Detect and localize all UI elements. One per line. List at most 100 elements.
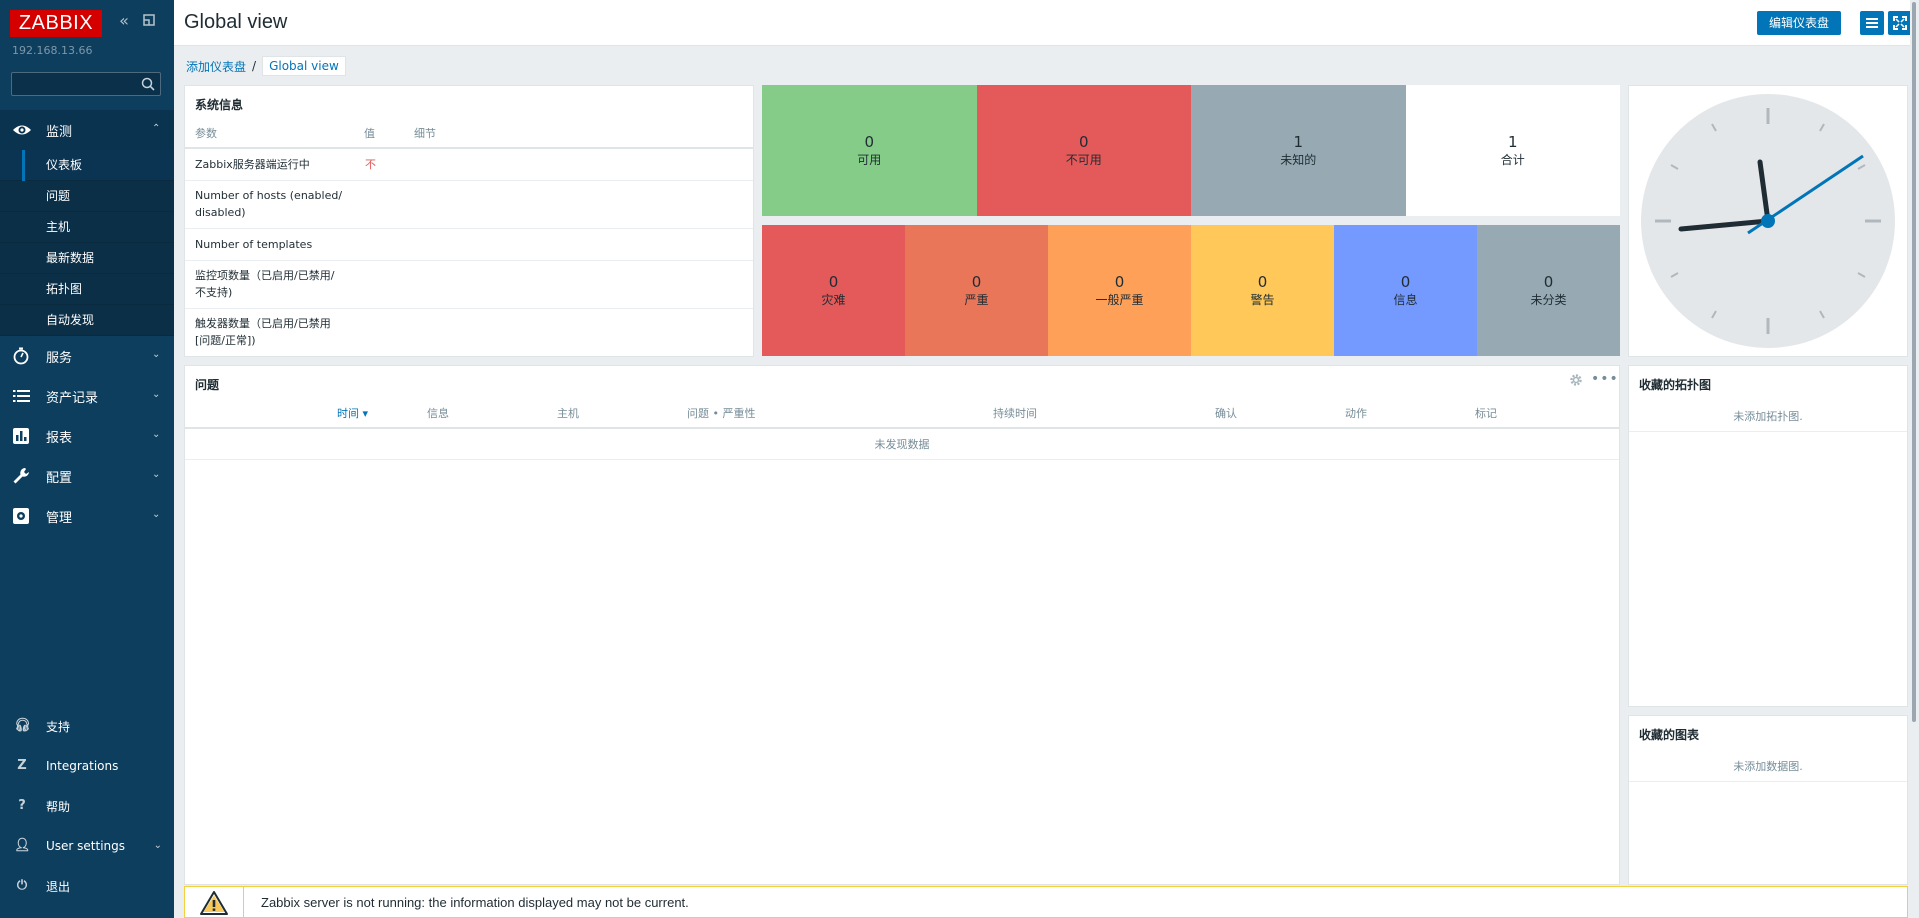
menu-support[interactable]: 🎧︎ 支持 [0, 706, 174, 746]
wrench-icon [13, 468, 29, 484]
submenu-maps[interactable]: 拓扑图 [0, 274, 174, 305]
menu-services[interactable]: 服务 ⌄ [0, 336, 174, 376]
table-row: 触发器数量（已启用/已禁用 [问题/正常]) [185, 309, 753, 357]
menu-label: 帮助 [46, 799, 71, 814]
param-cell: 监控项数量（已启用/已禁用/ 不支持) [195, 269, 335, 299]
warning-divider [243, 887, 244, 917]
hour-hand [1757, 159, 1771, 224]
column-header-problem-severity: 问题 • 严重性 [687, 407, 756, 420]
param-cell: 触发器数量（已启用/已禁用 [问题/正常]) [195, 317, 331, 347]
menu-reports[interactable]: 报表 ⌄ [0, 416, 174, 456]
no-maps-message: 未添加拓扑图. [1629, 402, 1907, 432]
column-header-actions: 动作 [1345, 407, 1367, 420]
column-header: 值 [364, 127, 375, 140]
user-icon: 👤︎ [14, 838, 31, 853]
severity-information[interactable]: 0 信息 [1334, 225, 1477, 356]
menu-integrations[interactable]: Z Integrations [0, 746, 174, 786]
breadcrumb-separator: / [252, 59, 257, 73]
monitoring-submenu: 仪表板 问题 主机 最新数据 拓扑图 自动发现 [0, 150, 174, 336]
widget-title: 收藏的图表 [1639, 728, 1700, 742]
main-menu: 监测 ⌃ 仪表板 问题 主机 最新数据 拓扑图 自动发现 服务 ⌄ 资产记录 ⌄… [0, 110, 174, 536]
page-title: Global view [184, 11, 288, 33]
label: 一般严重 [1095, 292, 1144, 307]
chevron-down-icon: ⌄ [152, 469, 161, 480]
severity-average[interactable]: 0 一般严重 [1048, 225, 1191, 356]
count: 0 [1078, 132, 1089, 151]
bottom-menu: 🎧︎ 支持 Z Integrations ? 帮助 👤︎ User settin… [0, 706, 174, 906]
clock-widget [1628, 85, 1908, 357]
label: 不可用 [1065, 152, 1102, 167]
no-data-message: 未发现数据 [185, 429, 1619, 460]
severity-warning[interactable]: 0 警告 [1191, 225, 1334, 356]
search-icon[interactable] [140, 76, 156, 92]
logo-row: ZABBIX « [0, 0, 174, 40]
power-icon: ⏻ [16, 878, 28, 893]
label: 未分类 [1530, 292, 1567, 307]
headset-icon: 🎧︎ [14, 718, 31, 733]
availability-total[interactable]: 1 合计 [1405, 85, 1620, 216]
availability-unavailable[interactable]: 0 不可用 [976, 85, 1191, 216]
chevron-down-icon: ⌄ [152, 429, 161, 440]
table-row: Number of hosts (enabled/ disabled) [185, 181, 753, 229]
severity-high[interactable]: 0 严重 [905, 225, 1048, 356]
problems-widget: 问题 ••• 时间 ▾ 信息 主机 问题 • 严重性 持续时间 确认 动作 标记… [184, 365, 1620, 885]
edit-dashboard-button[interactable]: 编辑仪表盘 [1757, 11, 1842, 35]
breadcrumb: 添加仪表盘 / Global view [186, 55, 346, 77]
label: 警告 [1250, 292, 1275, 307]
severity-not-classified[interactable]: 0 未分类 [1477, 225, 1620, 356]
submenu-hosts[interactable]: 主机 [0, 212, 174, 243]
server-ip: 192.168.13.66 [12, 44, 93, 57]
availability-available[interactable]: 0 可用 [762, 85, 977, 216]
page-scrollbar-thumb[interactable] [1912, 2, 1916, 722]
breadcrumb-parent[interactable]: 添加仪表盘 [186, 59, 247, 74]
label: 可用 [857, 152, 882, 167]
menu-administration[interactable]: 管理 ⌄ [0, 496, 174, 536]
label: 合计 [1500, 152, 1525, 167]
menu-monitoring[interactable]: 监测 ⌃ [0, 110, 174, 150]
favourite-graphs-widget: 收藏的图表 未添加数据图. [1628, 715, 1908, 885]
menu-label: 退出 [46, 879, 71, 894]
warning-message: Zabbix server is not running: the inform… [261, 895, 689, 910]
availability-unknown[interactable]: 1 未知的 [1191, 85, 1406, 216]
breadcrumb-current[interactable]: Global view [262, 56, 346, 76]
fullscreen-button[interactable] [1888, 11, 1912, 35]
gear-icon[interactable] [1569, 373, 1583, 387]
fullscreen-icon [1893, 16, 1907, 30]
zabbix-logo[interactable]: ZABBIX [10, 10, 102, 37]
chevron-down-icon: ⌄ [152, 389, 161, 400]
submenu-discovery[interactable]: 自动发现 [0, 305, 174, 336]
submenu-problems[interactable]: 问题 [0, 181, 174, 212]
more-options-icon[interactable]: ••• [1591, 371, 1619, 387]
menu-sign-out[interactable]: ⏻ 退出 [0, 866, 174, 906]
column-header-time[interactable]: 时间 ▾ [337, 407, 369, 420]
column-header: 细节 [414, 127, 436, 140]
label: 严重 [964, 292, 989, 307]
menu-label: 资产记录 [46, 390, 99, 406]
table-row: 监控项数量（已启用/已禁用/ 不支持) [185, 261, 753, 309]
menu-configuration[interactable]: 配置 ⌄ [0, 456, 174, 496]
count: 0 [971, 272, 982, 291]
menu-label: 报表 [46, 430, 73, 446]
dashboard-menu-button[interactable] [1860, 11, 1884, 35]
severity-disaster[interactable]: 0 灾难 [762, 225, 905, 356]
menu-inventory[interactable]: 资产记录 ⌄ [0, 376, 174, 416]
host-availability-widget: 0 可用 0 不可用 1 未知的 1 合计 [762, 85, 1620, 216]
menu-label: Integrations [46, 759, 119, 773]
menu-label: User settings [46, 839, 126, 853]
menu-help[interactable]: ? 帮助 [0, 786, 174, 826]
bar-chart-icon [13, 428, 29, 444]
menu-user-settings[interactable]: 👤︎ User settings ⌄ [0, 826, 174, 866]
submenu-latest-data[interactable]: 最新数据 [0, 243, 174, 274]
submenu-dashboard[interactable]: 仪表板 [0, 150, 174, 181]
count: 0 [1400, 272, 1411, 291]
chevron-up-icon: ⌃ [152, 123, 161, 134]
count: 0 [1257, 272, 1268, 291]
kiosk-mode-icon[interactable] [140, 12, 158, 30]
integrations-icon: Z [17, 758, 27, 773]
label: 信息 [1393, 292, 1418, 307]
hamburger-icon [1866, 18, 1878, 28]
problems-by-severity-widget: 0 灾难 0 严重 0 一般严重 0 警告 0 信息 0 未分类 [762, 225, 1620, 356]
collapse-sidebar-icon[interactable]: « [119, 11, 129, 30]
sidebar-search-input[interactable] [11, 72, 161, 96]
count: 0 [1543, 272, 1554, 291]
